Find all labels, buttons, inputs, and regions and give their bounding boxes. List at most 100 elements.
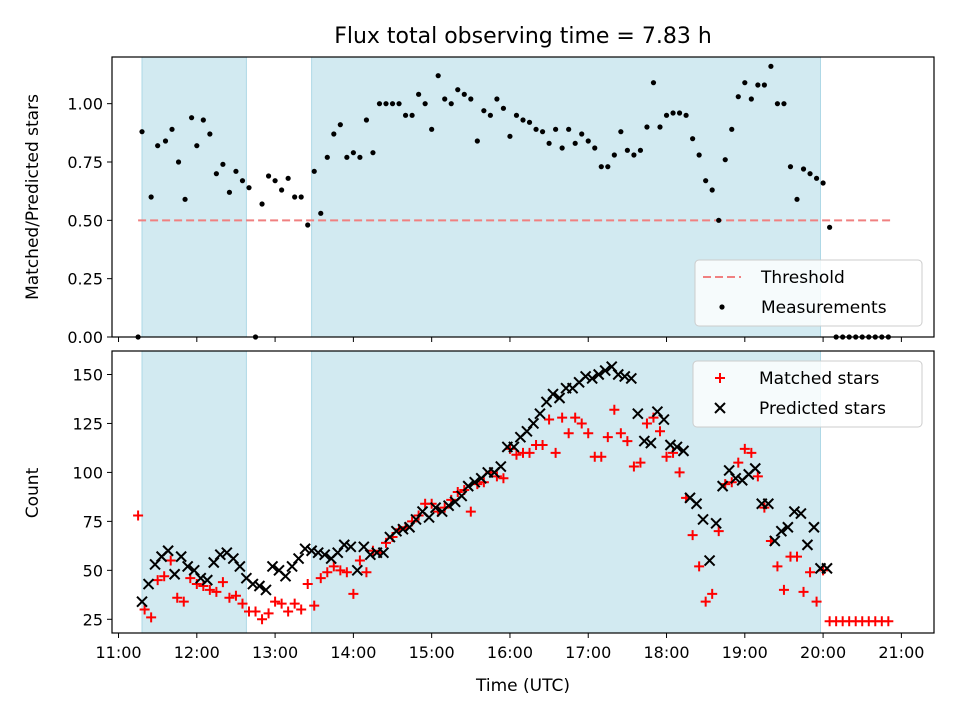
predicted-stars-point: [808, 521, 820, 533]
matched-stars-point: [335, 565, 346, 576]
measurement-point: [292, 194, 298, 200]
predicted-stars-point: [266, 560, 279, 573]
bottom-y-axis-label: Count: [23, 467, 43, 518]
predicted-stars-point: [462, 480, 474, 492]
measurement-point: [813, 175, 820, 181]
matched-stars-point: [687, 530, 698, 541]
matched-stars-point: [746, 447, 757, 458]
measurement-point: [663, 112, 670, 118]
matched-stars-point: [172, 592, 183, 603]
x-tick-label: 18:00: [643, 643, 689, 662]
matched-stars-point: [583, 428, 594, 439]
measurement-point: [259, 201, 265, 207]
predicted-stars-point: [423, 511, 435, 524]
matched-stars-point: [700, 596, 711, 607]
predicted-stars-point: [579, 370, 592, 383]
measurement-point: [363, 117, 370, 123]
measurement-point: [148, 194, 154, 200]
predicted-stars-point: [377, 547, 390, 559]
predicted-stars-point: [632, 407, 644, 420]
predicted-stars-point: [429, 501, 442, 514]
measurement-point: [272, 178, 278, 184]
measurement-point: [188, 115, 195, 121]
measurement-point: [213, 171, 219, 177]
measurement-point: [794, 196, 800, 202]
y-tick-label: 0.00: [67, 328, 103, 347]
measurement-point: [800, 166, 807, 172]
predicted-stars-point: [390, 525, 403, 537]
measurement-point: [175, 159, 182, 165]
predicted-stars-point: [469, 476, 481, 488]
measurement-point: [162, 138, 169, 144]
matched-stars-point: [733, 457, 744, 468]
measurement-point: [572, 140, 578, 146]
x-tick-label: 21:00: [878, 643, 924, 662]
y-tick-label: 100: [72, 463, 103, 482]
predicted-stars-point: [586, 372, 598, 385]
y-tick-label: 0.75: [67, 153, 103, 172]
matched-stars-point: [707, 588, 718, 599]
predicted-stars-point: [162, 545, 174, 557]
legend-label: Predicted stars: [759, 399, 886, 419]
measurement-point: [429, 126, 435, 132]
predicted-stars-point: [775, 525, 788, 537]
measurement-point: [487, 112, 493, 118]
predicted-stars-point: [599, 364, 611, 377]
measurement-point: [807, 171, 813, 177]
measurement-point: [553, 126, 559, 132]
measurement-point: [605, 164, 611, 170]
top-y-axis-label: Matched/Predicted stars: [23, 94, 43, 300]
measurement-point: [670, 110, 676, 116]
predicted-stars-point: [547, 388, 559, 400]
measurement-point: [305, 222, 311, 228]
matched-stars-point: [348, 588, 359, 599]
matched-stars-point: [289, 598, 300, 609]
predicted-stars-point: [253, 580, 266, 592]
x-tick-label: 19:00: [722, 643, 768, 662]
predicted-stars-point: [788, 505, 801, 518]
predicted-stars-point: [645, 437, 657, 449]
measurement-point: [416, 91, 422, 97]
matched-stars-point: [596, 451, 607, 462]
matched-stars-point: [641, 418, 652, 429]
measurement-point: [468, 96, 474, 102]
matched-stars-point: [609, 404, 620, 415]
matched-stars-point: [283, 606, 294, 617]
shaded-interval: [141, 56, 247, 338]
y-tick-label: 150: [72, 366, 103, 385]
measurement-point: [774, 101, 781, 107]
top-panel: 0.00 0.25 0.50 0.75 1.00 Threshold Measurement…: [67, 56, 935, 347]
matched-stars-point: [257, 614, 268, 625]
predicted-stars-point: [795, 507, 807, 520]
measurement-point: [337, 122, 343, 128]
measurement-point: [194, 143, 200, 149]
measurement-point: [207, 131, 213, 137]
legend-box: [692, 360, 923, 428]
predicted-stars-point: [527, 417, 540, 430]
measurement-point: [461, 91, 467, 97]
predicted-stars-point: [769, 535, 781, 547]
legend-label: Measurements: [761, 298, 887, 318]
matched-stars-point: [341, 567, 352, 578]
measurement-point: [526, 119, 533, 125]
predicted-stars-point: [136, 595, 148, 608]
predicted-stars-point: [710, 517, 722, 530]
legend-predicted-marker: [714, 402, 726, 414]
measurement-point: [683, 112, 689, 118]
legend-matched-marker: [715, 373, 725, 383]
shaded-interval: [141, 350, 247, 634]
matched-stars-point: [674, 467, 685, 478]
measurement-point: [344, 154, 350, 160]
predicted-stars-point: [312, 547, 324, 559]
y-tick-label: 50: [83, 561, 103, 580]
matched-stars-point: [752, 471, 763, 482]
measurement-point: [226, 189, 233, 195]
measurement-point: [546, 140, 552, 146]
x-tick-label: 16:00: [487, 643, 533, 662]
measurement-point: [370, 150, 376, 156]
matched-stars-point: [309, 600, 320, 611]
measurement-point: [448, 101, 454, 107]
predicted-stars-point: [168, 568, 181, 580]
predicted-stars-point: [664, 439, 677, 451]
measurement-point: [650, 80, 657, 86]
